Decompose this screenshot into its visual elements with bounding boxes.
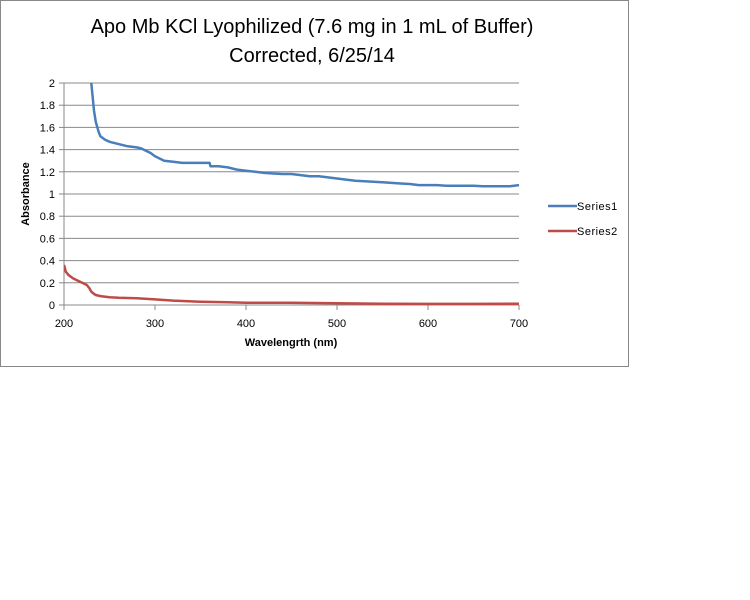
x-tick-label: 400 — [237, 318, 255, 330]
series-line-Series1 — [90, 83, 520, 188]
y-tick-label: 0.6 — [40, 233, 55, 245]
chart-title-line2: Corrected, 6/25/14 — [229, 45, 395, 67]
y-tick-label: 0.2 — [40, 278, 55, 290]
y-tick-label: 1 — [49, 189, 55, 201]
chart-title-line1: Apo Mb KCl Lyophilized (7.6 mg in 1 mL o… — [91, 16, 534, 38]
x-axis-label: Wavelengrth (nm) — [245, 337, 338, 349]
y-tick-label: 1.8 — [40, 100, 55, 112]
legend-label-Series1: Series1 — [577, 201, 618, 213]
x-tick-label: 500 — [328, 318, 346, 330]
series-line-Series2 — [64, 264, 520, 306]
y-tick-label: 1.4 — [40, 145, 55, 157]
x-tick-label: 600 — [419, 318, 437, 330]
y-tick-label: 1.2 — [40, 167, 55, 179]
y-axis-label: Absorbance — [20, 162, 32, 226]
y-tick-label: 1.6 — [40, 122, 55, 134]
legend-label-Series2: Series2 — [577, 226, 618, 238]
y-tick-label: 0.8 — [40, 211, 55, 223]
legend: Series1 Series2 — [548, 201, 618, 238]
x-tick-label: 200 — [55, 318, 73, 330]
y-tick-label: 0.4 — [40, 256, 55, 268]
x-tick-label: 700 — [510, 318, 528, 330]
y-tick-label: 2 — [49, 78, 55, 90]
x-tick-label: 300 — [146, 318, 164, 330]
y-tick-label: 0 — [49, 300, 55, 312]
